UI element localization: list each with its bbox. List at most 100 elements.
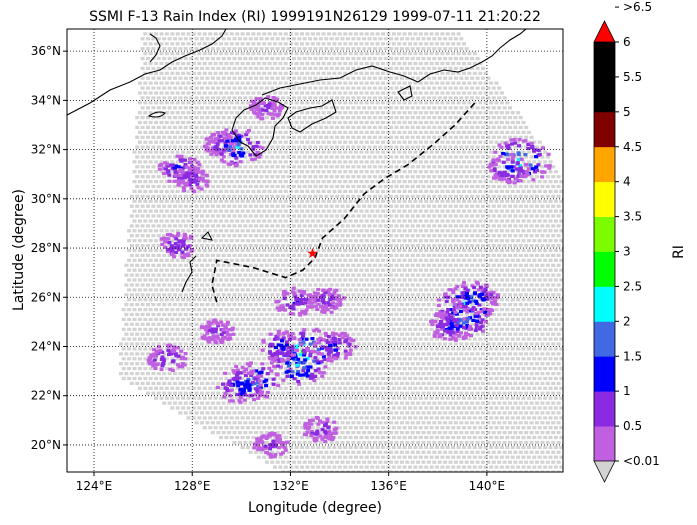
swath-pixel — [137, 288, 142, 292]
swath-pixel — [345, 303, 350, 307]
swath-pixel — [394, 165, 399, 169]
swath-pixel — [510, 209, 515, 213]
swath-pixel — [408, 367, 412, 371]
swath-pixel — [375, 308, 380, 312]
swath-pixel — [156, 283, 161, 287]
swath-pixel — [489, 229, 494, 233]
swath-pixel — [426, 293, 431, 297]
swath-pixel — [453, 411, 458, 415]
swath-pixel — [548, 278, 553, 282]
swath-pixel — [270, 293, 275, 297]
swath-pixel — [481, 263, 485, 267]
swath-pixel — [505, 199, 510, 203]
swath-pixel — [132, 189, 137, 193]
swath-pixel — [162, 224, 167, 228]
swath-pixel — [545, 175, 550, 179]
swath-pixel — [278, 170, 283, 174]
swath-pixel — [337, 160, 342, 164]
swath-pixel — [524, 391, 529, 395]
swath-pixel — [462, 278, 466, 282]
swath-pixel — [324, 401, 329, 405]
swath-pixel — [456, 278, 461, 282]
swath-pixel — [464, 263, 469, 267]
swath-pixel — [329, 194, 334, 198]
swath-pixel — [397, 406, 402, 410]
swath-pixel — [340, 450, 345, 454]
swath-pixel — [483, 367, 488, 371]
swath-pixel — [526, 416, 531, 420]
swath-pixel — [553, 298, 558, 302]
swath-pixel — [389, 263, 394, 267]
swath-pixel — [464, 391, 469, 395]
swath-pixel — [437, 470, 442, 472]
swath-pixel — [440, 239, 445, 243]
swath-pixel — [324, 460, 329, 464]
swath-pixel — [416, 214, 421, 218]
swath-pixel — [559, 406, 563, 410]
swath-pixel — [375, 248, 380, 253]
swath-pixel — [343, 288, 348, 292]
swath-pixel — [208, 189, 213, 193]
swath-pixel — [335, 372, 340, 376]
swath-pixel — [254, 175, 259, 179]
swath-pixel — [146, 381, 150, 385]
swath-pixel — [524, 460, 529, 464]
swath-pixel — [445, 347, 450, 351]
swath-pixel — [453, 253, 458, 257]
swath-pixel — [286, 184, 291, 189]
swath-pixel — [416, 303, 421, 307]
swath-pixel — [146, 303, 150, 307]
swath-pixel — [183, 303, 188, 307]
swath-pixel — [256, 406, 261, 410]
swath-pixel — [375, 239, 380, 243]
swath-pixel — [291, 273, 296, 277]
swath-pixel — [221, 263, 226, 267]
swath-pixel — [289, 308, 294, 312]
swath-pixel — [286, 421, 291, 425]
swath-pixel — [281, 165, 286, 169]
swath-pixel — [556, 342, 561, 346]
swath-pixel — [178, 362, 183, 366]
swath-pixel — [424, 258, 429, 262]
swath-pixel — [475, 194, 480, 198]
swath-pixel — [424, 426, 429, 430]
swath-pixel — [529, 312, 534, 317]
swath-pixel — [337, 426, 342, 430]
swath-pixel — [289, 317, 294, 321]
swath-pixel — [413, 258, 418, 262]
swath-pixel — [524, 381, 529, 385]
swath-pixel — [137, 160, 142, 164]
swath-pixel — [432, 391, 437, 395]
swath-pixel — [478, 426, 483, 430]
swath-pixel — [129, 322, 134, 326]
swath-pixel — [310, 445, 315, 449]
swath-pixel — [540, 224, 545, 228]
swath-pixel — [224, 317, 229, 321]
swath-pixel — [140, 234, 145, 238]
swath-pixel — [478, 258, 483, 262]
swath-pixel — [224, 199, 229, 203]
swath-pixel — [440, 426, 445, 430]
swath-pixel — [478, 416, 483, 420]
swath-pixel — [227, 342, 232, 346]
swath-pixel — [381, 435, 385, 440]
swath-pixel — [194, 253, 199, 257]
swath-pixel — [246, 160, 250, 164]
swath-pixel — [248, 263, 253, 267]
swath-pixel — [559, 445, 563, 449]
swath-pixel — [545, 440, 550, 445]
swath-pixel — [186, 416, 191, 420]
swath-pixel — [408, 317, 412, 321]
swath-pixel — [497, 401, 502, 405]
swath-pixel — [448, 253, 453, 257]
swath-pixel — [540, 214, 545, 218]
swath-pixel — [332, 219, 337, 223]
swath-pixel — [389, 155, 394, 159]
swath-pixel — [246, 219, 250, 223]
swath-pixel — [332, 239, 337, 243]
swath-pixel — [248, 391, 253, 395]
swath-pixel — [508, 234, 512, 238]
swath-pixel — [235, 170, 240, 174]
swath-pixel — [273, 406, 277, 410]
swath-pixel — [216, 372, 221, 376]
